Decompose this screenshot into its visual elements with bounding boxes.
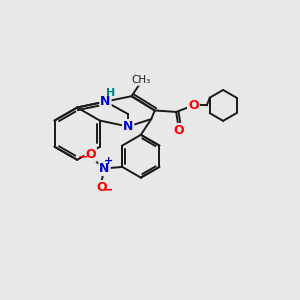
Text: N: N	[100, 95, 111, 108]
Text: O: O	[188, 99, 199, 112]
Text: +: +	[104, 156, 114, 166]
Text: O: O	[173, 124, 184, 137]
Text: O: O	[85, 148, 96, 161]
Text: N: N	[99, 162, 110, 175]
Text: −: −	[102, 184, 113, 197]
Text: CH₃: CH₃	[132, 75, 151, 85]
Text: O: O	[96, 181, 107, 194]
Text: −: −	[78, 151, 88, 164]
Text: H: H	[106, 88, 116, 98]
Text: N: N	[123, 120, 133, 133]
